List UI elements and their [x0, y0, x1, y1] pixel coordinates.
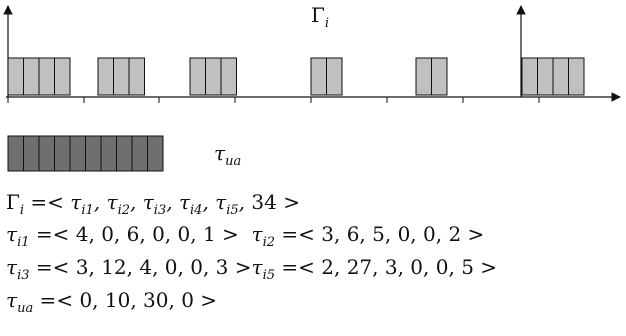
- time-unit-block: [205, 57, 222, 96]
- time-unit-block: [552, 57, 569, 96]
- legend-unit-block: [116, 135, 133, 172]
- legend-unit-block: [7, 135, 24, 172]
- gamma-label: Γi: [311, 3, 329, 31]
- tau-ua-base: τ: [214, 141, 226, 165]
- time-unit-block: [537, 57, 554, 96]
- legend-unit-block: [23, 135, 40, 172]
- legend-unit-block: [100, 135, 117, 172]
- formula-tau-i1-i2: τi1 =< 4, 0, 6, 0, 0, 1 > τi2 =< 3, 6, 5…: [6, 222, 485, 250]
- legend-unit-block: [69, 135, 86, 172]
- time-unit-block: [189, 57, 206, 96]
- time-unit-block: [431, 57, 448, 96]
- job-groups: [7, 57, 585, 96]
- time-unit-block: [97, 57, 114, 96]
- legend-unit-block: [147, 135, 164, 172]
- legend-unit-block: [54, 135, 71, 172]
- time-unit-block: [220, 57, 237, 96]
- axis-ticks: [7, 97, 540, 103]
- time-unit-block: [415, 57, 432, 96]
- gamma-label-base: Γ: [311, 3, 325, 27]
- time-unit-block: [568, 57, 585, 96]
- time-unit-block: [23, 57, 40, 96]
- block-group: [97, 57, 145, 96]
- formula-tau-i3-i5: τi3 =< 3, 12, 4, 0, 0, 3 >τi5 =< 2, 27, …: [6, 255, 498, 283]
- gamma-label-sub: i: [325, 16, 329, 31]
- legend-unit-block: [38, 135, 55, 172]
- time-unit-block: [7, 57, 24, 96]
- time-unit-block: [128, 57, 145, 96]
- tau-ua-label: τua: [214, 141, 241, 169]
- time-unit-block: [521, 57, 538, 96]
- time-unit-block: [38, 57, 55, 96]
- formula-gamma: Γi =< τi1, τi2, τi3, τi4, τi5, 34 >: [6, 190, 300, 218]
- time-unit-block: [54, 57, 71, 96]
- time-unit-block: [326, 57, 343, 96]
- legend-block-group: [7, 135, 164, 172]
- block-group: [189, 57, 237, 96]
- legend-unit-block: [131, 135, 148, 172]
- time-unit-block: [310, 57, 327, 96]
- block-group: [521, 57, 585, 96]
- block-group: [310, 57, 343, 96]
- tau-ua-sub: ua: [225, 154, 241, 169]
- block-group: [7, 57, 71, 96]
- time-unit-block: [113, 57, 130, 96]
- block-group: [415, 57, 448, 96]
- formula-tau-ua: τua =< 0, 10, 30, 0 >: [6, 288, 218, 316]
- legend-unit-block: [85, 135, 102, 172]
